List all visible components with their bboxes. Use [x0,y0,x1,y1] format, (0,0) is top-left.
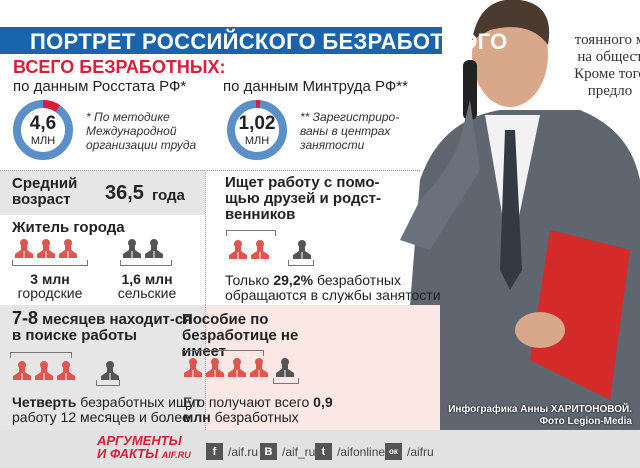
rosstat-unit: МЛН [30,135,56,147]
search-text: Четверть безработных ищут работу 12 меся… [12,394,202,425]
person-icon [145,239,163,258]
rural-label: сельские [117,285,177,301]
mintrud-unit: МЛН [244,135,270,147]
person-icon [123,239,141,258]
rosstat-label: по данным Росстата РФ* [13,78,187,95]
credits-line: Фото Legion-Media [539,416,633,427]
logo-site: AIF.RU [161,450,191,460]
mintrud-value: 1,02 [238,113,276,134]
age-value: 36,5 [105,182,144,204]
mintrud-note: ** Зарегистриро-ваны в центрах занятости [300,110,400,152]
businessman-photo [380,0,640,430]
bg-text-line: предло [587,83,633,99]
urban-icons [14,238,80,263]
rosstat-ring [13,100,73,160]
person-icon [37,239,55,258]
social-odnoklassniki[interactable]: ок/aifru [385,443,434,460]
twitter-icon: t [315,443,332,460]
person-icon [35,361,53,380]
page-title: ПОРТРЕТ РОССИЙСКОГО БЕЗРАБОТНОГО [30,29,508,54]
benefit-gray-icons [275,357,297,382]
person-icon [228,358,246,377]
urban-label: городские [17,285,83,301]
person-icon [229,240,247,259]
odnoklassniki-icon: ок [385,443,402,460]
social-handle: /aif.ru [228,444,259,459]
person-icon [184,358,202,377]
search-gray-icons [100,360,122,385]
credits: Инфографика Анны ХАРИТОНОВОЙ. Фото Legio… [448,404,632,428]
age-label: Средний возраст [12,175,78,208]
person-icon [13,361,31,380]
rosstat-value: 4,6 [29,113,57,134]
person-icon [293,240,311,259]
credits-line: Инфографика Анны ХАРИТОНОВОЙ. [448,404,632,415]
city-heading: Житель города [12,219,125,236]
urban-value: 3 млн [30,271,70,287]
benefit-heading: Пособие по безработице не имеет [182,311,299,360]
social-handle: /aifonline [337,444,386,459]
total-heading: ВСЕГО БЕЗРАБОТНЫХ: [13,57,226,77]
logo-line: АРГУМЕНТЫ [97,433,182,448]
person-icon [57,361,75,380]
person-icon [251,240,269,259]
title-bar [0,27,442,54]
search-red-icons [12,360,78,385]
facebook-icon: f [206,443,223,460]
social-facebook[interactable]: f/aif.ru [206,443,258,460]
person-icon [59,239,77,258]
age-unit: года [152,187,185,204]
friends-heading: Ищет работу с помо-щью друзей и родст-ве… [225,174,381,223]
search-heading: 7-8 месяцев находит-ся в поиске работы [12,308,192,344]
person-icon [101,361,119,380]
age-panel [0,170,205,215]
search-panel [0,305,205,430]
person-icon [206,358,224,377]
rural-icons [122,238,166,263]
friends-panel [205,170,420,305]
mintrud-label: по данным Минтруда РФ** [223,78,408,95]
social-handle: /aifru [407,444,434,459]
social-vk[interactable]: В/aif_ru [260,443,315,460]
logo-line: И ФАКТЫ [97,446,159,461]
friends-red-icons [228,239,272,264]
friends-gray-icons [292,239,314,264]
person-icon [276,358,294,377]
person-icon [250,358,268,377]
vk-icon: В [260,443,277,460]
background-article-text: тоянного м на общест Кроме того предло [565,32,640,100]
social-twitter[interactable]: t/aifonline [315,443,385,460]
rosstat-note: * По методике Международной организации … [86,110,197,152]
benefit-red-icons [183,357,271,382]
benefit-text: Его получают всего 0,9 млн безработных [183,394,333,425]
social-handle: /aif_ru [282,444,316,459]
benefit-panel [205,305,440,430]
bg-text-line: тоянного м [574,32,640,48]
bg-text-line: на общест [577,49,640,65]
person-icon [15,239,33,258]
rural-value: 1,6 млн [121,271,173,287]
aif-logo[interactable]: АРГУМЕНТЫ И ФАКТЫ AIF.RU [97,434,191,462]
friends-text: Только 29,2% безработных обращаются в сл… [225,272,441,303]
mintrud-ring [227,99,287,160]
bg-text-line: Кроме того [574,66,640,82]
